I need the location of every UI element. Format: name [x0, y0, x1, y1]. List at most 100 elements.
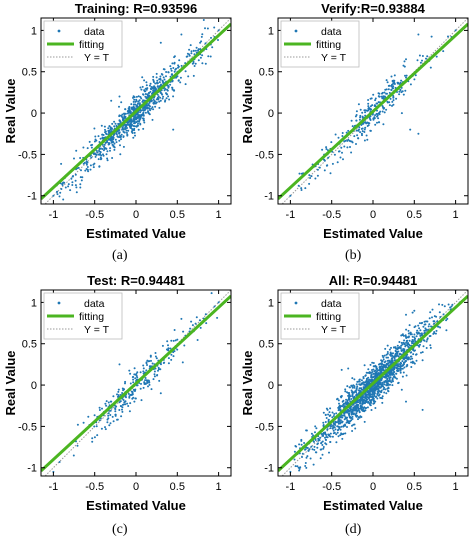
- data-point: [132, 378, 135, 381]
- data-point: [155, 98, 158, 101]
- data-point: [62, 198, 65, 201]
- data-point: [413, 349, 416, 352]
- data-point: [386, 378, 389, 381]
- data-point: [398, 93, 401, 96]
- legend-data-label: data: [84, 26, 105, 38]
- fitting-line: [41, 22, 231, 200]
- data-point: [144, 111, 147, 114]
- data-point: [173, 329, 176, 331]
- data-point: [416, 329, 419, 332]
- data-point: [387, 375, 390, 378]
- data-point: [396, 344, 399, 347]
- data-point: [145, 84, 148, 87]
- y-axis-label: Real Value: [3, 78, 18, 143]
- data-point: [316, 446, 319, 449]
- data-point: [82, 421, 85, 424]
- data-point: [404, 360, 407, 362]
- data-point: [358, 383, 361, 386]
- data-point: [350, 119, 353, 122]
- data-point: [121, 403, 124, 406]
- data-point: [90, 146, 93, 149]
- data-point: [72, 454, 75, 457]
- data-point: [370, 395, 373, 398]
- data-point: [322, 446, 325, 448]
- data-point: [359, 131, 362, 134]
- data-point: [418, 332, 421, 335]
- data-point: [373, 393, 376, 396]
- data-point: [355, 408, 358, 411]
- data-point: [381, 105, 384, 107]
- data-point: [128, 395, 131, 398]
- data-point: [386, 92, 388, 95]
- data-point: [383, 354, 386, 357]
- data-point: [125, 129, 128, 132]
- data-point: [128, 119, 131, 122]
- data-point: [296, 465, 299, 468]
- data-point: [146, 364, 148, 366]
- data-point: [327, 418, 330, 421]
- data-point: [340, 433, 343, 436]
- data-point: [397, 369, 400, 372]
- data-point: [372, 399, 375, 402]
- data-point: [148, 383, 151, 386]
- data-point: [392, 371, 395, 373]
- data-point: [198, 319, 201, 322]
- legend-data-marker: [57, 301, 61, 305]
- data-point: [386, 362, 389, 365]
- data-point: [377, 373, 380, 376]
- data-point: [126, 127, 128, 129]
- data-point: [351, 395, 354, 397]
- data-point: [134, 377, 137, 380]
- data-point: [412, 340, 415, 343]
- data-point: [129, 110, 132, 113]
- data-point: [340, 421, 343, 424]
- data-point: [300, 189, 303, 191]
- data-point: [103, 147, 106, 150]
- data-point: [409, 358, 412, 361]
- data-point: [361, 111, 364, 114]
- data-point: [58, 461, 61, 463]
- data-point: [367, 105, 370, 108]
- data-point: [132, 108, 135, 111]
- data-point: [134, 134, 136, 137]
- data-point: [70, 177, 73, 180]
- data-point: [194, 322, 197, 325]
- data-point: [361, 406, 364, 409]
- data-point: [402, 361, 405, 364]
- data-point: [187, 75, 190, 78]
- data-point: [333, 413, 336, 415]
- data-point: [341, 437, 344, 440]
- data-point: [350, 408, 353, 411]
- data-point: [411, 335, 414, 338]
- data-point: [347, 409, 350, 412]
- data-point: [109, 422, 112, 425]
- data-point: [447, 303, 450, 306]
- data-point: [328, 411, 331, 414]
- data-point: [376, 387, 379, 390]
- data-point: [154, 82, 157, 85]
- data-point: [403, 339, 406, 342]
- data-point: [383, 386, 386, 389]
- data-point: [154, 105, 157, 108]
- data-point: [132, 136, 135, 139]
- data-point: [355, 412, 358, 415]
- data-point: [147, 112, 150, 115]
- data-point: [101, 133, 104, 136]
- data-point: [144, 106, 146, 109]
- data-point: [363, 383, 366, 386]
- data-point: [130, 390, 133, 393]
- legend-fitting-label: fitting: [79, 311, 104, 323]
- data-point: [139, 115, 142, 118]
- data-point: [342, 399, 345, 402]
- data-point: [82, 162, 85, 165]
- data-point: [99, 158, 102, 161]
- data-point: [389, 372, 391, 375]
- data-point: [209, 55, 212, 58]
- x-axis-label: Estimated Value: [323, 226, 423, 241]
- panel-label-a: (a): [112, 248, 128, 263]
- data-point: [387, 382, 389, 385]
- data-point: [345, 411, 348, 414]
- data-point: [413, 336, 416, 339]
- data-point: [131, 129, 134, 132]
